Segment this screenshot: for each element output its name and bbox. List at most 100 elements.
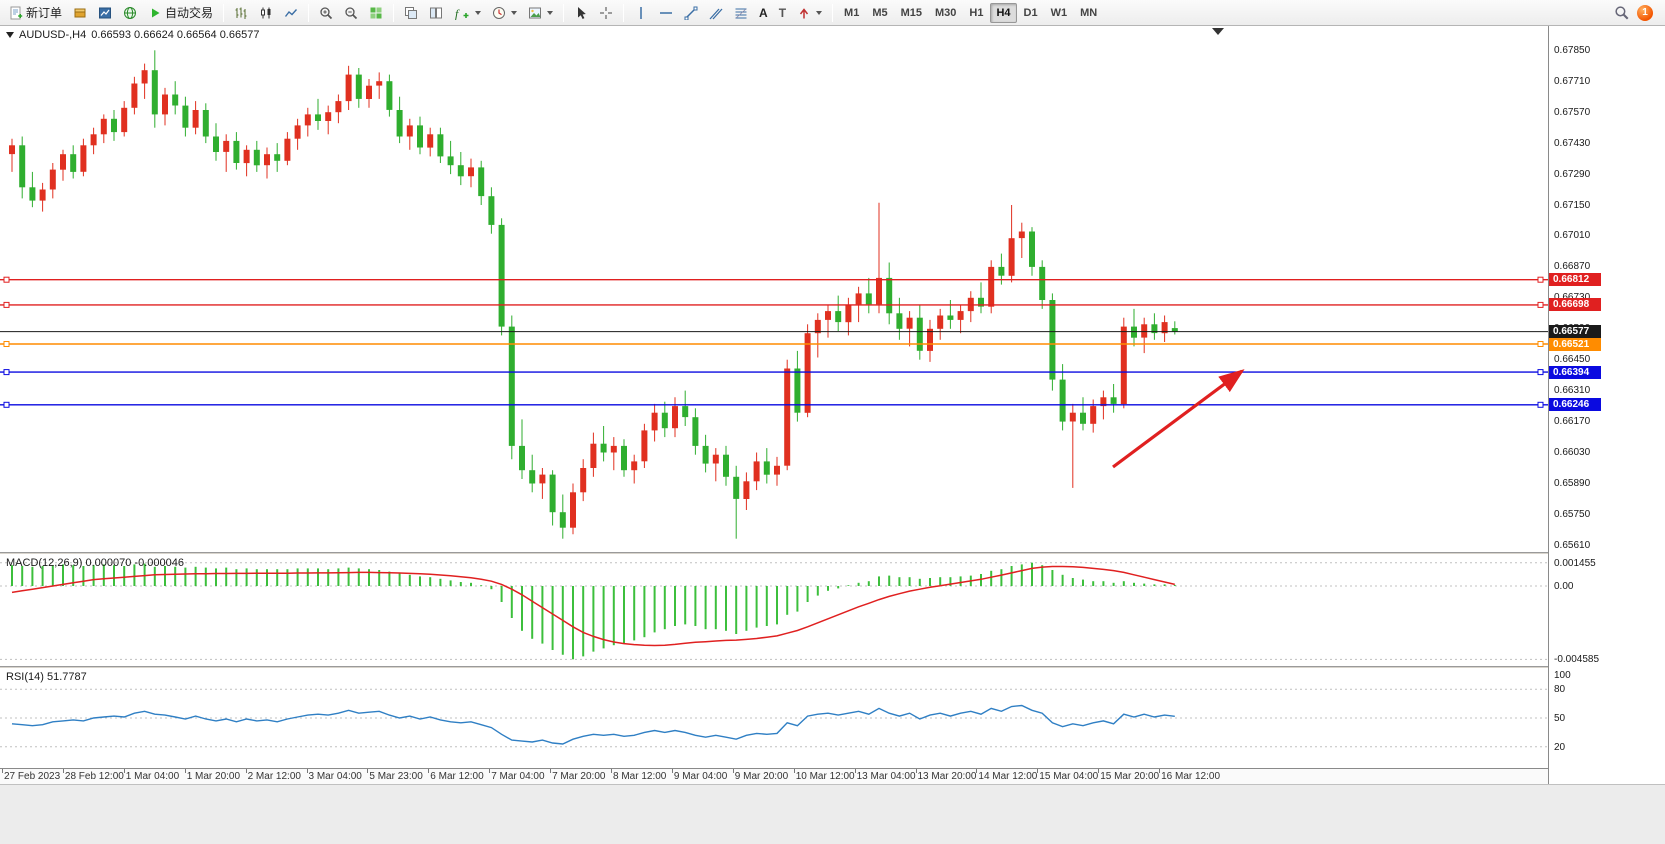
line-handle[interactable] <box>1537 341 1544 347</box>
periods-button[interactable] <box>487 2 522 23</box>
tab-timeframe-m30[interactable]: M30 <box>935 6 957 19</box>
price-axis-label: 0.66310 <box>1554 385 1591 397</box>
candlestick-mode-button[interactable] <box>254 2 278 23</box>
crosshair-icon <box>600 6 613 19</box>
time-axis-label: 9 Mar 04:00 <box>673 771 728 782</box>
time-axis-tick <box>793 769 795 773</box>
tile-vertical-button[interactable] <box>424 2 448 23</box>
price-axis-label: 0.67430 <box>1554 137 1591 149</box>
time-axis-tick <box>306 769 308 773</box>
zoom-in-button[interactable] <box>314 2 338 23</box>
price-axis-label: 0.66030 <box>1554 447 1591 459</box>
tab-timeframe-m5[interactable]: M5 <box>872 6 888 19</box>
one-click-trading-toggle[interactable] <box>6 32 14 38</box>
time-axis-tick <box>732 769 734 773</box>
play-icon <box>152 8 160 17</box>
community-button[interactable] <box>118 2 142 23</box>
line-handle[interactable] <box>3 301 10 308</box>
time-axis-label: 15 Mar 04:00 <box>1039 771 1099 782</box>
vertical-line-tool-button[interactable] <box>629 2 653 23</box>
channel-tool-button[interactable] <box>704 2 728 23</box>
arrows-tool-button[interactable] <box>792 2 827 23</box>
time-axis[interactable]: 27 Feb 2023 28 Feb 12:00 1 Mar 04:00 1 Mar … <box>0 768 1548 784</box>
price-axis-label: 0.65890 <box>1554 477 1591 489</box>
market-watch-button[interactable] <box>68 2 92 23</box>
price-axis-label: 0.66730 <box>1554 291 1590 304</box>
cascade-windows-button[interactable] <box>399 2 423 23</box>
line-handle[interactable] <box>1537 369 1544 376</box>
line-handle[interactable] <box>3 401 10 408</box>
price-tag: 0.66521 <box>1549 337 1601 351</box>
time-axis-tick <box>1037 769 1039 773</box>
line-handle[interactable] <box>1537 276 1544 283</box>
text-tool-button[interactable]: A <box>754 2 773 23</box>
auto-trading-button[interactable]: 自动交易 <box>143 2 218 23</box>
macd-canvas[interactable] <box>0 554 1548 666</box>
time-axis-tick <box>184 769 186 773</box>
price-axis-label: 0.65750 <box>1554 508 1591 520</box>
line-chart-mode-button[interactable] <box>279 2 303 23</box>
time-axis-tick <box>915 769 917 773</box>
line-handle[interactable] <box>3 276 10 283</box>
panel-splitter[interactable] <box>0 552 1665 554</box>
tab-timeframe-m15[interactable]: M15 <box>900 6 923 19</box>
time-axis-tick <box>489 769 491 773</box>
label-tool-button[interactable]: T <box>774 2 791 23</box>
bottom-strip <box>0 784 1665 844</box>
rsi-label: RSI(14) 51.7787 <box>6 671 87 683</box>
time-axis-tick <box>854 769 856 773</box>
rsi-panel[interactable]: RSI(14) 51.7787 <box>0 668 1548 768</box>
price-chart-canvas[interactable] <box>0 26 1548 552</box>
indicators-button[interactable]: f <box>449 2 486 23</box>
price-chart-panel[interactable]: AUDUSD-,H4 0.66593 0.66624 0.66564 0.665… <box>0 26 1548 552</box>
time-axis-label: 27 Feb 2023 <box>4 771 61 782</box>
time-axis-label: 3 Mar 04:00 <box>308 771 362 782</box>
horizontal-line-tool-button[interactable] <box>654 2 678 23</box>
rsi-axis-label: 80 <box>1554 684 1566 696</box>
chart-window-button[interactable] <box>93 2 117 23</box>
tab-timeframe-w1[interactable]: W1 <box>1050 6 1068 19</box>
macd-axis-label: -0.004585 <box>1554 654 1600 666</box>
notification-badge[interactable]: 1 <box>1637 4 1653 21</box>
line-handle[interactable] <box>1537 301 1544 308</box>
macd-panel[interactable]: MACD(12,26,9) 0.000070 -0.000046 <box>0 554 1548 666</box>
trendline-tool-button[interactable] <box>679 2 703 23</box>
new-order-label: 新订单 <box>26 6 63 20</box>
price-axis[interactable]: 0.67850 0.67710 0.67570 0.67430 0.67290 0.671… <box>1548 26 1665 784</box>
rsi-canvas[interactable] <box>0 668 1548 768</box>
time-axis-tick <box>2 769 3 773</box>
templates-button[interactable] <box>523 2 558 23</box>
time-axis-label: 8 Mar 12:00 <box>613 771 667 782</box>
toolbar-separator <box>223 3 225 22</box>
chart-shift-marker[interactable] <box>1212 28 1224 35</box>
fibonacci-tool-button[interactable] <box>729 2 753 23</box>
price-axis-label: 0.67150 <box>1554 199 1591 211</box>
tab-timeframe-m1[interactable]: M1 <box>844 6 860 19</box>
arrow-annotation[interactable] <box>1112 369 1245 469</box>
zoom-out-button[interactable] <box>339 2 363 23</box>
time-axis-tick <box>611 769 612 773</box>
blue-chart-icon <box>99 7 112 18</box>
text-tool-icon: A <box>759 5 768 20</box>
tile-windows-button[interactable] <box>364 2 388 23</box>
line-handle[interactable] <box>3 341 10 347</box>
bar-chart-mode-button[interactable] <box>229 2 253 23</box>
tile-windows-icon <box>370 7 382 18</box>
line-handle[interactable] <box>3 369 10 376</box>
template-image-icon <box>529 7 542 18</box>
tab-timeframe-mn[interactable]: MN <box>1080 6 1098 19</box>
new-order-button[interactable]: 新订单 <box>4 2 67 23</box>
time-axis-tick <box>1159 769 1161 773</box>
panel-splitter[interactable] <box>0 666 1665 668</box>
price-axis-label: 0.66170 <box>1554 416 1591 428</box>
tab-timeframe-d1[interactable]: D1 <box>1023 6 1038 19</box>
crosshair-tool-button[interactable] <box>594 2 618 23</box>
auto-trading-label: 自动交易 <box>165 6 214 20</box>
line-handle[interactable] <box>1537 401 1544 408</box>
search-icon[interactable] <box>1614 5 1629 20</box>
tab-timeframe-h4[interactable]: H4 <box>990 2 1017 23</box>
tab-timeframe-h1[interactable]: H1 <box>969 6 984 19</box>
tile-vertical-icon <box>430 7 443 18</box>
cursor-tool-button[interactable] <box>569 2 593 23</box>
timeframe-toolbar: M1 M5 M15 M30 H1 H4 D1 W1 MN <box>838 2 1103 23</box>
